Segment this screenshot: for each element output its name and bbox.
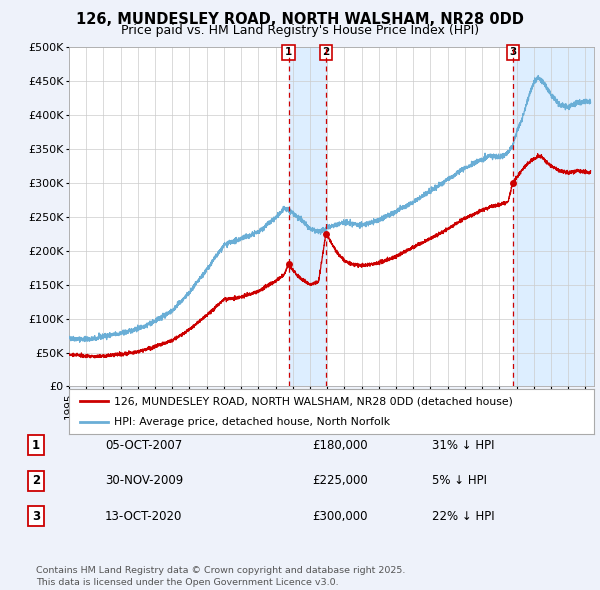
Text: HPI: Average price, detached house, North Norfolk: HPI: Average price, detached house, Nort…: [113, 417, 390, 427]
Text: £180,000: £180,000: [312, 439, 368, 452]
Text: 126, MUNDESLEY ROAD, NORTH WALSHAM, NR28 0DD (detached house): 126, MUNDESLEY ROAD, NORTH WALSHAM, NR28…: [113, 396, 512, 407]
Text: 05-OCT-2007: 05-OCT-2007: [105, 439, 182, 452]
Text: 13-OCT-2020: 13-OCT-2020: [105, 510, 182, 523]
Text: 3: 3: [32, 510, 40, 523]
Text: 30-NOV-2009: 30-NOV-2009: [105, 474, 183, 487]
Text: 3: 3: [509, 47, 517, 57]
Text: 22% ↓ HPI: 22% ↓ HPI: [432, 510, 494, 523]
Text: 1: 1: [32, 439, 40, 452]
Text: Price paid vs. HM Land Registry's House Price Index (HPI): Price paid vs. HM Land Registry's House …: [121, 24, 479, 37]
Bar: [513, 47, 594, 386]
Text: 126, MUNDESLEY ROAD, NORTH WALSHAM, NR28 0DD: 126, MUNDESLEY ROAD, NORTH WALSHAM, NR28…: [76, 12, 524, 27]
Text: 5% ↓ HPI: 5% ↓ HPI: [432, 474, 487, 487]
Text: £300,000: £300,000: [312, 510, 367, 523]
Text: £225,000: £225,000: [312, 474, 368, 487]
Text: Contains HM Land Registry data © Crown copyright and database right 2025.
This d: Contains HM Land Registry data © Crown c…: [36, 566, 406, 587]
Text: 2: 2: [32, 474, 40, 487]
Text: 31% ↓ HPI: 31% ↓ HPI: [432, 439, 494, 452]
Bar: [289, 47, 326, 386]
Text: 2: 2: [322, 47, 329, 57]
Text: 1: 1: [285, 47, 292, 57]
